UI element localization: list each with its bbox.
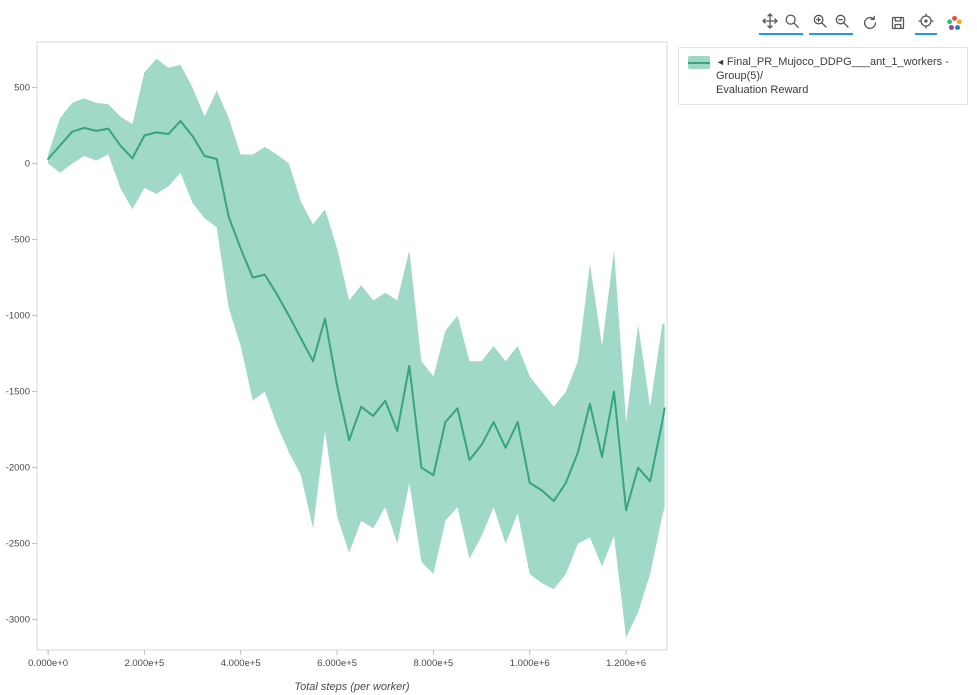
modebar-group-zoom-pan: [759, 10, 803, 35]
x-tick-label: 6.000e+5: [317, 658, 357, 669]
modebar-group-save: [887, 12, 909, 35]
modebar-group-hover: [915, 10, 937, 35]
zoom-out-icon: [835, 14, 849, 28]
save-image-button[interactable]: [889, 14, 907, 32]
legend-label: ◄ Final_PR_Mujoco_DDPG___ant_1_workers - …: [716, 55, 958, 97]
x-tick-label: 4.000e+5: [221, 658, 261, 669]
reset-axes-icon: [863, 15, 877, 29]
x-tick-label: 2.000e+5: [124, 658, 164, 669]
legend-collapse-icon[interactable]: ◄: [716, 57, 725, 67]
pan-icon: [762, 13, 778, 29]
hover-closest-icon: [918, 13, 934, 29]
zoom-in-button[interactable]: [811, 12, 829, 30]
x-axis-title: Total steps (per worker): [294, 681, 409, 693]
y-tick-label: -500: [11, 235, 30, 246]
save-image-icon: [891, 16, 905, 30]
plotly-logo-button[interactable]: [945, 14, 963, 32]
y-tick-label: -3000: [6, 615, 30, 626]
modebar-group-reset: [859, 12, 881, 35]
zoom-out-button[interactable]: [833, 12, 851, 30]
box-zoom-button[interactable]: [783, 12, 801, 30]
legend: ◄ Final_PR_Mujoco_DDPG___ant_1_workers - …: [678, 47, 968, 105]
x-tick-label: 1.200e+6: [606, 658, 646, 669]
legend-label-line1: Final_PR_Mujoco_DDPG___ant_1_workers - G…: [716, 56, 949, 82]
legend-swatch[interactable]: [688, 56, 710, 69]
chart-svg[interactable]: 0.000e+0 2.000e+5 4.000e+5 6.000e+5 8.000e+5…: [0, 30, 680, 695]
x-tick-label: 1.000e+6: [510, 658, 550, 669]
modebar-group-logo: [943, 12, 965, 35]
y-tick-label: -2500: [6, 539, 30, 550]
confidence-band: [48, 58, 665, 638]
y-tick-label: -1500: [6, 387, 30, 398]
x-tick-label: 8.000e+5: [413, 658, 453, 669]
y-tick-label: -2000: [6, 463, 30, 474]
plotly-logo-icon: [946, 15, 962, 30]
y-tick-label: -1000: [6, 311, 30, 322]
x-tick-label: 0.000e+0: [28, 658, 68, 669]
reset-axes-button[interactable]: [861, 14, 879, 32]
toggle-hover-closest-button[interactable]: [917, 12, 935, 30]
zoom-in-icon: [813, 14, 827, 28]
pan-button[interactable]: [761, 12, 779, 30]
y-tick-label: 0: [25, 159, 30, 170]
mean-line: [47, 120, 666, 512]
legend-label-line2: Evaluation Reward: [716, 84, 809, 96]
modebar: [759, 10, 965, 35]
legend-item[interactable]: ◄ Final_PR_Mujoco_DDPG___ant_1_workers - …: [688, 55, 958, 97]
plot-border: [36, 41, 668, 651]
y-tick-label: 500: [14, 83, 30, 94]
modebar-group-zoom-in-out: [809, 10, 853, 35]
box-zoom-icon: [785, 14, 800, 29]
legend-swatch-line: [688, 61, 710, 64]
